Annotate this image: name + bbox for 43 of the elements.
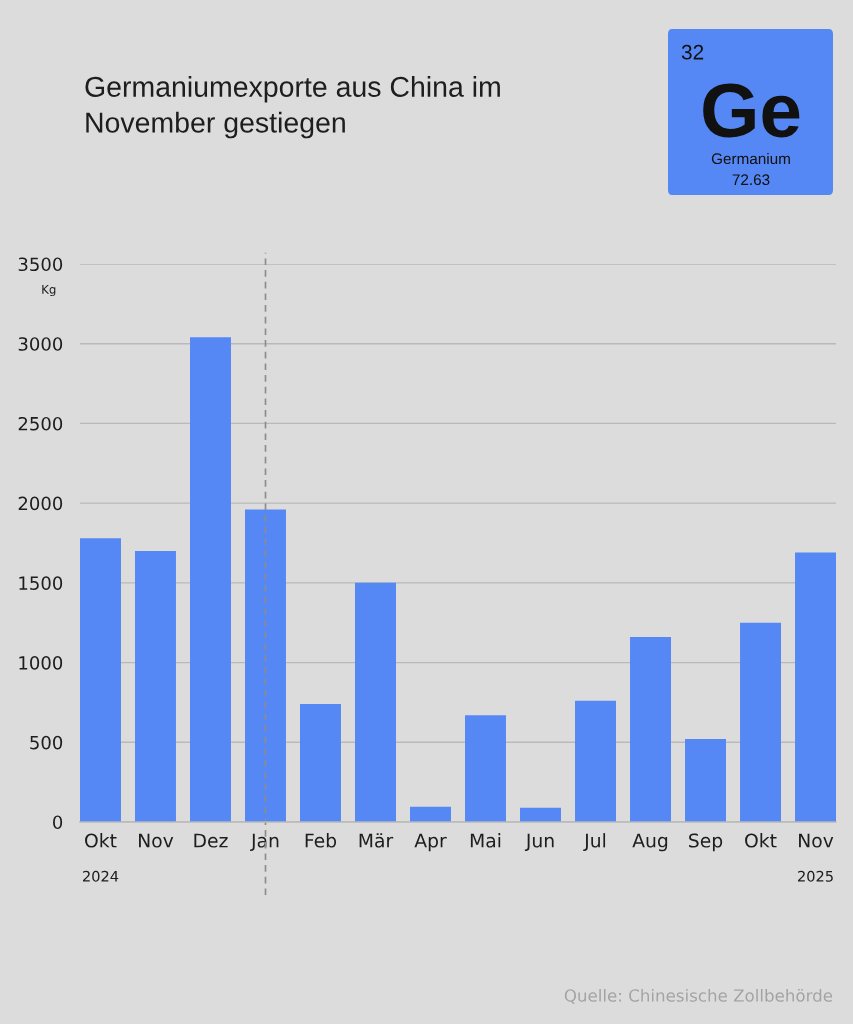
y-tick-label: 0 — [53, 815, 63, 830]
bar — [465, 715, 506, 822]
bar — [630, 637, 671, 822]
category-label: Okt 2024 — [83, 833, 119, 882]
x-tick-label: Feb — [305, 833, 337, 848]
y-tick-label: 1500 — [19, 576, 63, 590]
x-tick-label: Aug — [632, 833, 668, 852]
category-label: Nov 2025 — [798, 833, 834, 882]
y-tick-label: 2000 — [18, 496, 63, 511]
bar — [245, 509, 286, 822]
x-tick-label: Mär — [359, 833, 394, 848]
bar — [520, 807, 561, 822]
x-tick-label: Apr — [414, 833, 447, 852]
bar — [135, 550, 176, 822]
bar — [410, 806, 451, 822]
y-tick-label: 3000 — [18, 337, 63, 351]
bar — [300, 704, 341, 822]
bar — [740, 622, 781, 822]
bar — [795, 552, 836, 822]
chart-title: Germaniumexporte aus China im November gestiegen — [85, 76, 500, 139]
y-axis-title: Kg — [42, 285, 56, 297]
x-tick-label: Mai — [470, 833, 501, 848]
y-tick-label: 1000 — [19, 656, 63, 670]
bar — [190, 337, 231, 822]
bar — [575, 700, 616, 822]
text: Germanium — [711, 152, 790, 165]
source-note: Quelle: Chinesische Zollbehörde — [564, 988, 833, 1004]
bar — [685, 739, 726, 822]
x-tick-label: Dez — [194, 833, 228, 848]
text: 32 — [681, 44, 704, 60]
y-tick-label: 2500 — [18, 416, 63, 431]
text: 72.63 — [732, 174, 770, 186]
bar — [80, 538, 121, 822]
x-tick-label: Nov — [139, 833, 174, 848]
x-tick-label: Jul — [583, 833, 606, 852]
y-tick-label: 3500 — [18, 257, 63, 272]
text: Ge — [703, 83, 800, 138]
bar — [355, 582, 396, 822]
x-tick-label: Okt — [745, 833, 777, 848]
x-tick-label: Jan — [250, 833, 279, 852]
x-tick-label: Sep — [689, 833, 723, 852]
x-tick-label: Jun — [524, 833, 554, 852]
y-tick-label: 500 — [30, 735, 63, 750]
